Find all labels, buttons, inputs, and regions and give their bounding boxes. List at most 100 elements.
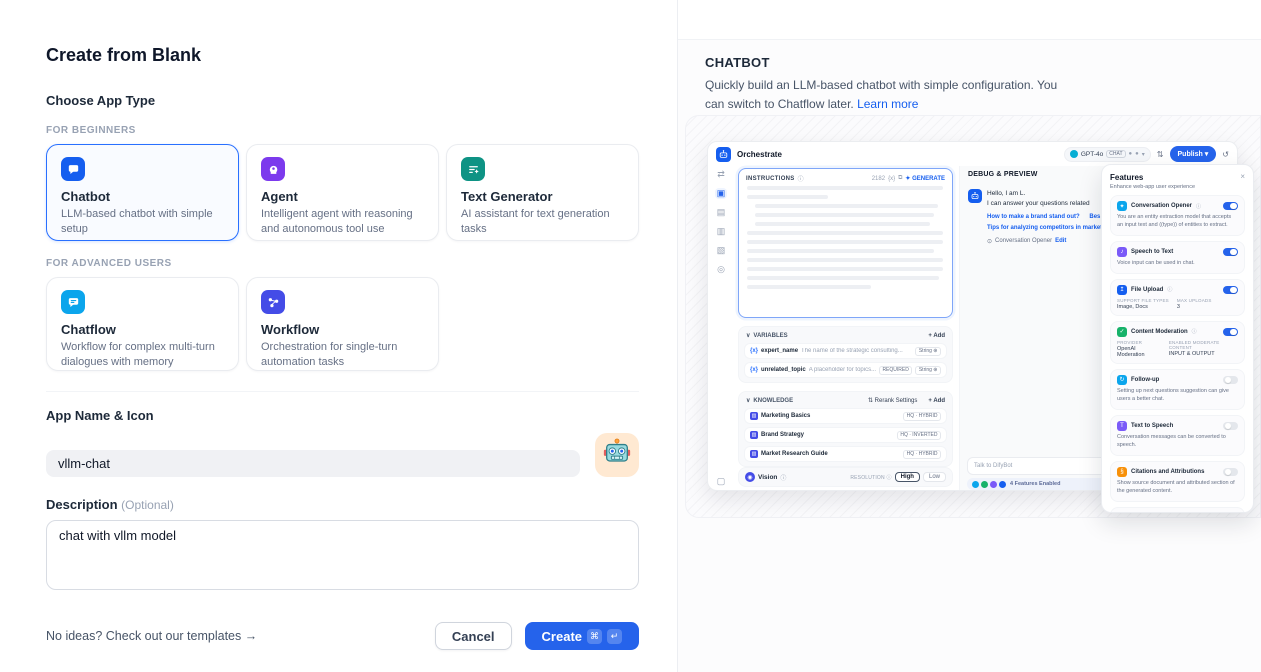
feature-item-content-moderation: ✓ Content Moderation ⓘ PROVIDER OpenAI M… [1110, 320, 1245, 364]
meta-col: ENABLED MODERATE CONTENT INPUT & OUTPUT [1168, 339, 1220, 357]
opener-edit-link: Edit [1055, 238, 1067, 244]
learn-more-link[interactable]: Learn more [857, 96, 919, 111]
feature-item-file-upload: ↥ File Upload ⓘ SUPPORT FILE TYPES Image… [1110, 278, 1245, 316]
model-name: GPT-4o [1080, 150, 1104, 158]
description-optional-text: (Optional) [121, 498, 174, 512]
description-label: Description (Optional) [46, 497, 639, 512]
add-knowledge-button: + Add [928, 397, 945, 404]
conversation-opener-row: ⊙ Conversation Opener Edit [987, 238, 1102, 245]
chevron-down-icon: ▾ [1141, 151, 1145, 158]
dataset-icon: ▥ [750, 450, 758, 458]
upload-feature-dot [999, 480, 1006, 488]
sparkle-icon: ✦ [905, 176, 911, 182]
preview-window-header: Orchestrate GPT-4o CHAT ● ● ▾ ⇅ Publish … [708, 142, 1237, 166]
app-name-label: App Name & Icon [46, 408, 154, 423]
instructions-skeleton [739, 186, 952, 289]
greeting-line2: I can answer your questions related [987, 199, 1090, 207]
templates-link[interactable]: No ideas? Check out our templates → [46, 629, 257, 643]
info-icon: ⓘ [886, 474, 892, 481]
variable-type-tag: String ⊕ [915, 346, 941, 356]
dataset-name: Market Research Guide [761, 451, 828, 457]
app-name-input[interactable] [46, 450, 580, 477]
feature-desc: Show source document and attributed sect… [1117, 479, 1235, 494]
instructions-panel: INSTRUCTIONS ⓘ 2182 {x} ⧉ ✦ GENERATE [738, 168, 953, 318]
knowledge-label: KNOWLEDGE [753, 397, 794, 404]
card-title: Agent [261, 189, 298, 204]
add-variable-button: + Add [928, 332, 945, 339]
feature-toggle [1223, 375, 1238, 385]
instructions-label: INSTRUCTIONS [746, 175, 795, 182]
feature-name: Conversation Opener [1131, 203, 1193, 209]
feature-name: File Upload [1131, 286, 1164, 293]
enter-key-icon: ↵ [607, 628, 622, 644]
feature-desc: Voice input can be used in chat. [1117, 259, 1195, 266]
feature-toggle [1223, 421, 1238, 431]
app-type-card-chatbot[interactable]: Chatbot LLM-based chatbot with simple se… [46, 144, 239, 241]
model-selector: GPT-4o CHAT ● ● ▾ [1063, 146, 1151, 162]
opener-label: Conversation Opener [995, 238, 1053, 244]
description-textarea[interactable]: chat with vllm model [46, 520, 639, 590]
info-icon: ⓘ [780, 475, 787, 482]
features-title: Features [1110, 173, 1144, 182]
dataset-tag: HQ · INVERTED [896, 430, 941, 440]
suggestion-2: Tips for analyzing competitors in market [987, 224, 1103, 231]
chevron-icon: ∨ [746, 398, 751, 404]
publish-label: Publish [1177, 150, 1203, 158]
cmd-key-icon: ⌘ [587, 628, 602, 644]
info-icon: ⓘ [1196, 203, 1202, 210]
preview-description-text: Quickly build an LLM-based chatbot with … [705, 78, 1058, 111]
section-for-beginners: FOR BEGINNERS [46, 125, 136, 136]
knowledge-row: ▥ Market Research Guide HQ · HYBRID [744, 446, 947, 462]
knowledge-row: ▥ Marketing Basics HQ · HYBRID [744, 408, 947, 424]
orchestrate-title: Orchestrate [737, 149, 782, 159]
opener-feature-dot [972, 480, 979, 488]
resolution-low-button: Low [922, 472, 946, 482]
app-icon-picker[interactable] [595, 433, 639, 477]
app-type-card-chatflow[interactable]: Chatflow Workflow for complex multi-turn… [46, 277, 239, 371]
app-type-card-workflow[interactable]: Workflow Orchestration for single-turn a… [246, 277, 439, 371]
generate-label: GENERATE [912, 176, 945, 182]
page-title: Create from Blank [46, 45, 202, 65]
collapse-icon: ▢ [716, 476, 726, 486]
templates-link-text: No ideas? Check out our templates [46, 629, 242, 643]
content-moderation-icon: ✓ [1117, 326, 1127, 337]
app-type-card-text-generator[interactable]: Text Generator AI assistant for text gen… [446, 144, 639, 241]
create-button-label: Create [541, 628, 582, 644]
text-generator-icon [461, 157, 485, 181]
variable-desc: A placeholder for topics... [808, 367, 876, 373]
create-button[interactable]: Create ⌘ ↵ [524, 622, 639, 650]
app-robot-icon [716, 146, 731, 162]
dataset-name: Brand Strategy [761, 432, 805, 438]
publish-button: Publish ▾ [1169, 146, 1217, 162]
speech-feature-dot [990, 480, 997, 488]
gear-icon: ⊕ [933, 348, 938, 354]
meta-col: SUPPORT FILE TYPES Image, Docs [1117, 297, 1169, 310]
gear-icon: ⊕ [933, 367, 938, 373]
file-upload-icon: ↥ [1117, 284, 1127, 295]
app-type-preview-pane: CHATBOT Quickly build an LLM-based chatb… [678, 0, 1261, 672]
resolution-high-button: High [894, 472, 920, 482]
variable-icon: {x} [750, 367, 759, 373]
feature-item-conversation-opener: ✦ Conversation Opener ⓘ You are an entit… [1110, 195, 1245, 236]
chevron-icon: ∨ [746, 333, 751, 339]
cancel-button[interactable]: Cancel [434, 622, 512, 650]
close-icon: × [1240, 172, 1245, 181]
dataset-tag: HQ · HYBRID [903, 411, 941, 421]
chat-mode-badge: CHAT [1106, 150, 1126, 158]
variable-row: {x} expert_name The name of the strategi… [744, 343, 947, 359]
features-enabled-label: 4 Features Enabled [1010, 481, 1061, 487]
card-desc: Orchestration for single-turn automation… [261, 341, 398, 368]
chatbot-icon [61, 157, 85, 181]
card-title: Chatbot [61, 189, 111, 204]
text-to-speech-icon: T [1117, 420, 1127, 431]
notes-icon: ▥ [716, 226, 726, 236]
card-title: Text Generator [461, 189, 553, 204]
model-settings-icon: ⇅ [1156, 149, 1164, 159]
suggested-question: How to make a brand stand out? Bes [987, 214, 1102, 220]
globe-icon: ◎ [717, 264, 725, 274]
feature-toggle [1223, 467, 1238, 477]
card-desc: Workflow for complex multi-turn dialogue… [61, 341, 215, 368]
robot-emoji-icon [602, 438, 632, 473]
meta-col: PROVIDER OpenAI Moderation [1117, 339, 1145, 358]
app-type-card-agent[interactable]: Agent Intelligent agent with reasoning a… [246, 144, 439, 241]
